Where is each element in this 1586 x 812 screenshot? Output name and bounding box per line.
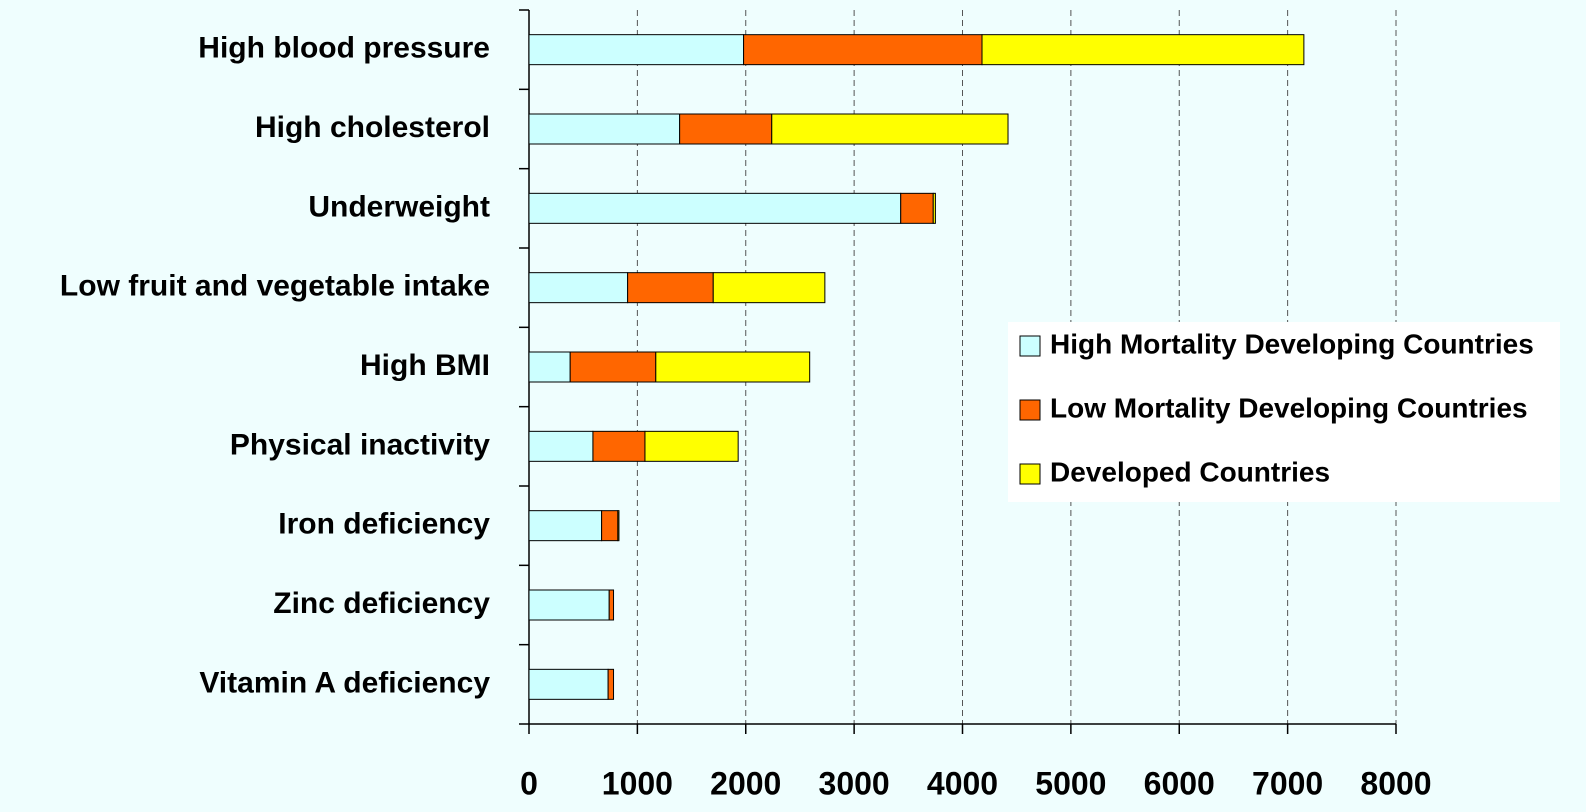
bar-segment — [528, 668, 609, 700]
y-tick-label: Iron deficiency — [278, 508, 490, 541]
y-tick-label: Underweight — [308, 190, 490, 223]
legend-box — [1008, 322, 1560, 502]
bar-segment — [679, 113, 773, 145]
y-tick-label: High cholesterol — [255, 111, 490, 144]
bar-segment — [569, 351, 657, 383]
bar-segment — [601, 510, 619, 542]
bar-segment — [644, 430, 739, 462]
y-tick-label: High blood pressure — [198, 32, 490, 65]
bar-segment — [712, 272, 826, 304]
x-tick-label: 2000 — [710, 765, 781, 801]
x-tick-label: 8000 — [1360, 765, 1431, 801]
bar-segment — [655, 351, 811, 383]
bar-segment — [528, 34, 745, 66]
bar-segment — [932, 192, 936, 224]
bar-segment — [627, 272, 714, 304]
bar-segment — [743, 34, 983, 66]
x-tick-label: 7000 — [1252, 765, 1323, 801]
legend-label: Developed Countries — [1050, 456, 1330, 487]
bar-segment — [528, 192, 902, 224]
y-tick-label: Zinc deficiency — [273, 587, 490, 620]
legend-swatch — [1019, 335, 1041, 357]
bar-segment — [528, 351, 571, 383]
bar-segment — [607, 668, 615, 700]
x-tick-label: 4000 — [927, 765, 998, 801]
x-tick-label: 3000 — [819, 765, 890, 801]
bar-segment — [771, 113, 1009, 145]
y-tick-label: Low fruit and vegetable intake — [60, 270, 490, 303]
bar-segment — [981, 34, 1305, 66]
legend-label: Low Mortality Developing Countries — [1050, 392, 1528, 423]
x-tick-label: 5000 — [1035, 765, 1106, 801]
bar-segment — [592, 430, 646, 462]
x-tick-label: 0 — [520, 765, 538, 801]
y-tick-label: Physical inactivity — [230, 428, 490, 461]
legend-swatch — [1019, 463, 1041, 485]
bar-segment — [617, 510, 620, 542]
bar-segment — [528, 430, 594, 462]
bar-segment — [528, 113, 681, 145]
bar-segment — [528, 589, 610, 621]
x-tick-label: 1000 — [602, 765, 673, 801]
y-tick-label: High BMI — [360, 349, 490, 382]
bar-segment — [900, 192, 934, 224]
legend-label: High Mortality Developing Countries — [1050, 328, 1534, 359]
bar-segment — [608, 589, 615, 621]
bar-segment — [528, 510, 603, 542]
y-tick-label: Vitamin A deficiency — [199, 666, 490, 699]
x-tick-label: 6000 — [1144, 765, 1215, 801]
legend-swatch — [1019, 399, 1041, 421]
bar-segment — [528, 272, 629, 304]
